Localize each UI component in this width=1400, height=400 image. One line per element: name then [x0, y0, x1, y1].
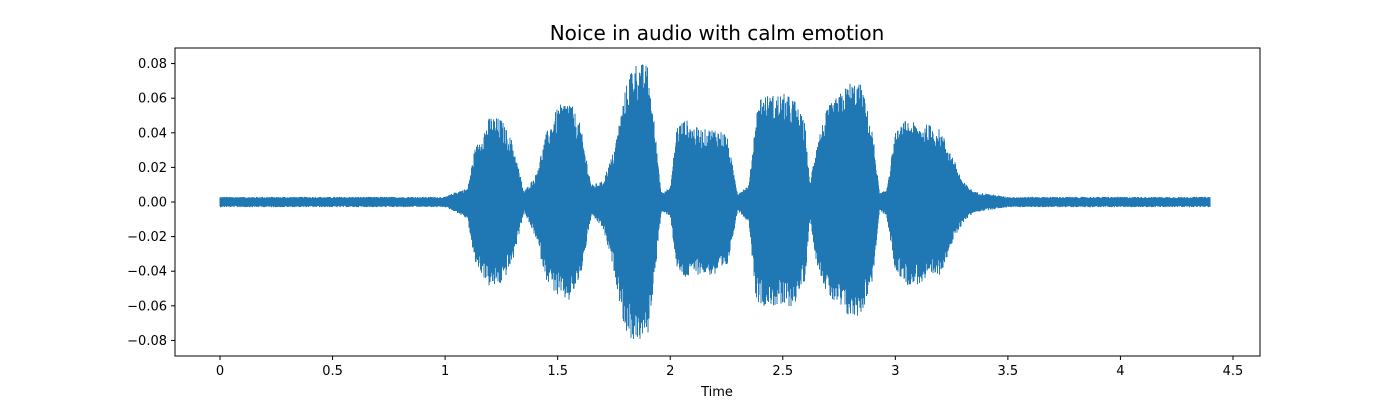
waveform-series — [219, 64, 1211, 340]
x-tick-label: 0.5 — [322, 364, 343, 379]
x-tick-label: 4.5 — [1223, 364, 1244, 379]
y-tick-label: −0.06 — [127, 299, 167, 314]
y-axis-ticks: −0.08 −0.06 −0.04 −0.02 0.00 0.02 0.04 0.06 0.08 — [127, 57, 175, 349]
plot-area-frame — [174, 47, 1261, 357]
x-tick-label: 2.5 — [772, 364, 793, 379]
x-tick-label: 3.5 — [998, 364, 1019, 379]
x-tick-label: 0 — [216, 364, 224, 379]
y-tick-label: 0.08 — [138, 57, 167, 72]
y-tick-label: −0.04 — [127, 265, 167, 280]
x-tick-label: 4 — [1116, 364, 1124, 379]
y-tick-label: 0.00 — [138, 196, 167, 211]
x-tick-label: 1.5 — [547, 364, 568, 379]
waveform-layer — [219, 64, 1211, 340]
x-tick-label: 3 — [891, 364, 899, 379]
chart-title: Noice in audio with calm emotion — [550, 21, 885, 45]
x-tick-label: 1 — [441, 364, 449, 379]
x-axis-label: Time — [700, 385, 733, 400]
y-tick-label: 0.02 — [138, 161, 167, 176]
x-axis-ticks: 0 0.5 1 1.5 2 2.5 3 3.5 4 4.5 — [216, 356, 1243, 379]
y-tick-label: 0.04 — [138, 126, 167, 141]
x-tick-label: 2 — [666, 364, 674, 379]
y-tick-label: −0.08 — [127, 334, 167, 349]
y-tick-label: −0.02 — [127, 230, 167, 245]
y-tick-label: 0.06 — [138, 92, 167, 107]
